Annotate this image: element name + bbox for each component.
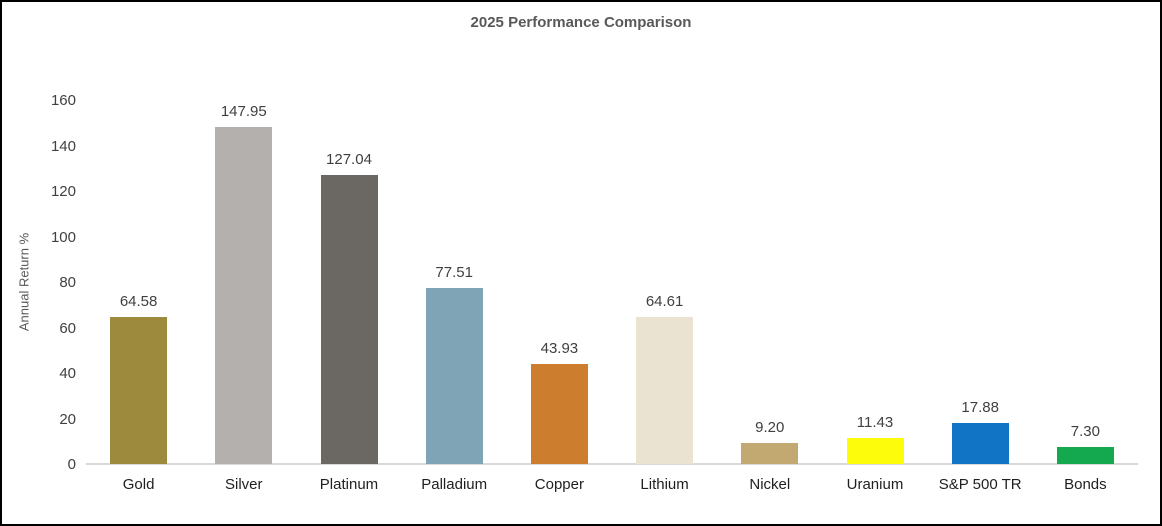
- bar-value-label: 17.88: [961, 399, 999, 416]
- bar-value-label: 9.20: [755, 419, 785, 436]
- x-axis-category-label: Silver: [225, 476, 263, 493]
- plot-area: 64.58 147.95 127.04 77.51 43.93 64.61 9.20 11.4…: [86, 100, 1138, 465]
- bar-uranium: [846, 438, 904, 464]
- y-axis-tick-label: 0: [67, 456, 76, 473]
- x-axis-category-label: Lithium: [640, 476, 689, 493]
- bar-value-label: 147.95: [220, 103, 267, 120]
- y-axis-title: Annual Return %: [16, 232, 32, 332]
- y-axis-tick-label: 40: [59, 365, 76, 382]
- y-axis-tick-label: 60: [59, 319, 76, 337]
- bar-value-label: 64.61: [645, 293, 684, 310]
- bar-value-label: 7.30: [1070, 423, 1100, 440]
- x-axis-category-label: Nickel: [749, 476, 791, 493]
- bar-copper: [530, 364, 588, 464]
- x-axis-baseline: [86, 463, 1138, 465]
- x-axis-category-label: Uranium: [846, 476, 904, 493]
- bar-lithium: [636, 317, 694, 464]
- y-axis-tick-label: 80: [59, 274, 76, 291]
- bar-value-label: 64.58: [119, 293, 158, 310]
- bar-bonds: [1056, 447, 1114, 464]
- bar-value-label: 11.43: [856, 414, 894, 431]
- x-axis-category-label: Platinum: [319, 476, 379, 493]
- bar-nickel: [741, 443, 799, 464]
- y-axis-tick-label: 160: [50, 92, 76, 109]
- x-axis-category-label: Copper: [534, 476, 584, 493]
- x-axis-category-label: S&P 500 TR: [938, 476, 1022, 493]
- bar-s-p-500-tr: [951, 423, 1009, 464]
- y-axis-tick-label: 120: [50, 183, 76, 200]
- y-axis-tick-label: 20: [59, 410, 76, 428]
- bar-silver: [215, 127, 273, 464]
- bar-value-label: 127.04: [326, 151, 372, 168]
- chart-title: 2025 Performance Comparison: [470, 14, 692, 31]
- x-axis-category-label: Bonds: [1064, 476, 1107, 493]
- x-axis-category-label: Palladium: [421, 476, 488, 493]
- y-axis-tick-label: 100: [50, 228, 76, 246]
- y-axis-tick-label: 140: [50, 137, 76, 155]
- bar-gold: [110, 317, 168, 464]
- bar-palladium: [425, 288, 483, 464]
- x-axis-category-label: Gold: [122, 476, 155, 493]
- bar-value-label: 77.51: [435, 264, 473, 281]
- bar-value-label: 43.93: [540, 340, 579, 357]
- bar-platinum: [320, 175, 378, 464]
